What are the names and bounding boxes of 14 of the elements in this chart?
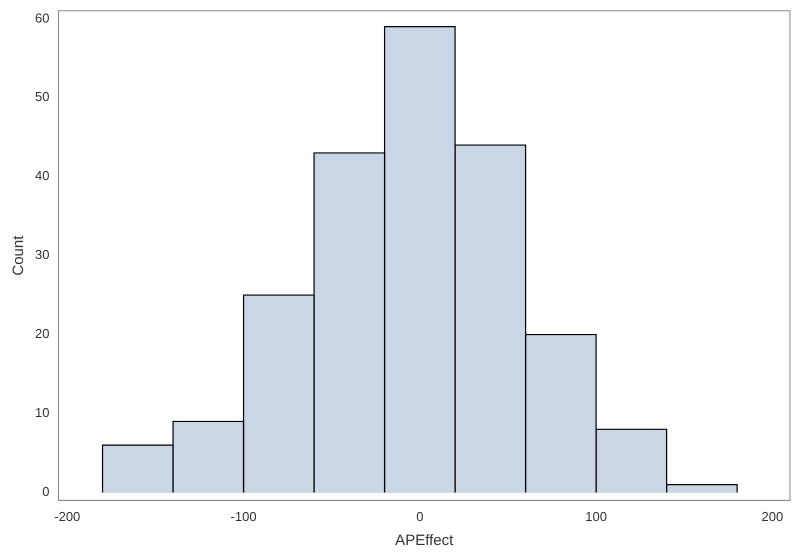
y-tick-label: 10 (34, 405, 50, 420)
y-tick-label: 20 (34, 326, 50, 342)
x-tick-label: 200 (762, 508, 784, 524)
x-axis-title: APEffect (395, 532, 454, 550)
x-tick-label: 100 (585, 508, 607, 524)
y-tick-label: 40 (34, 168, 50, 184)
y-tick-label: 0 (42, 484, 50, 500)
y-tick-label: 30 (34, 247, 50, 262)
x-tick-label: 0 (416, 508, 424, 524)
y-axis-title: Count (10, 234, 28, 276)
y-tick-label: 50 (34, 89, 50, 104)
x-tick-label: -200 (54, 508, 80, 524)
y-tick-label: 60 (34, 10, 50, 26)
x-tick-label: -100 (230, 508, 257, 524)
